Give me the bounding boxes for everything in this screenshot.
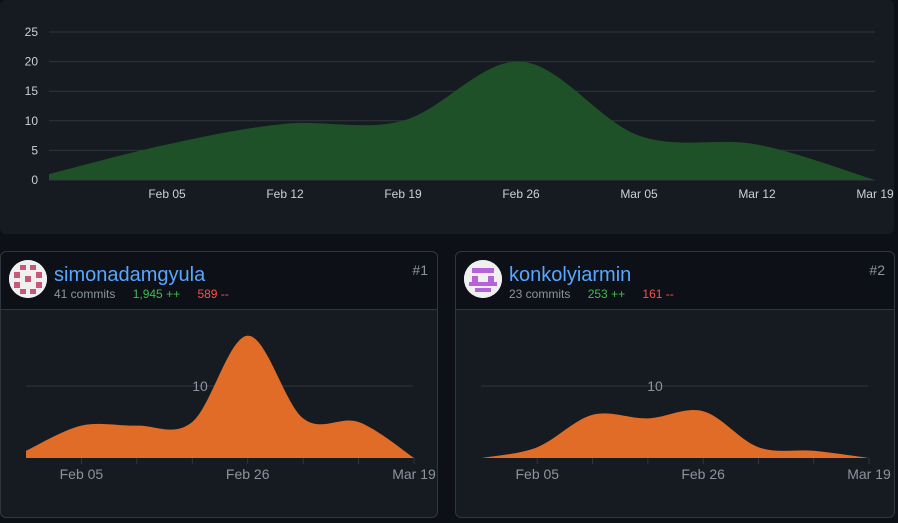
y-tick-label: 25 (25, 25, 39, 39)
y-tick-label: 0 (31, 173, 38, 187)
x-tick-label: Mar 19 (847, 466, 891, 482)
x-tick-label: Feb 05 (148, 187, 186, 201)
x-tick-label: Feb 26 (681, 466, 725, 482)
y-tick-label: 20 (25, 55, 39, 69)
x-tick-label: Feb 19 (384, 187, 422, 201)
overall-contributions-panel: 0 5 10 15 20 25 Feb 05 Feb 12 Feb 19 Feb 26 Mar 05… (0, 0, 894, 234)
x-tick-label: Feb 26 (226, 466, 270, 482)
contributor-stats: 23 commits 253 ++ 161 -- (509, 287, 674, 301)
contributor-stats: 41 commits 1,945 ++ 589 -- (54, 287, 229, 301)
deletions-count: 589 -- (197, 287, 229, 301)
y-tick-label: 10 (25, 114, 39, 128)
x-tick-label: Mar 12 (738, 187, 776, 201)
commit-count-link[interactable]: 41 commits (54, 287, 116, 301)
additions-count: 253 ++ (587, 287, 626, 301)
contributor-rank: #2 (869, 262, 885, 278)
x-tick-label: Feb 05 (515, 466, 559, 482)
contributor-username-link[interactable]: simonadamgyula (54, 264, 206, 286)
overall-commits-chart: 0 5 10 15 20 25 Feb 05 Feb 12 Feb 19 Feb 26 Mar 05… (25, 25, 894, 201)
identicon-icon (464, 260, 502, 298)
identicon-icon (9, 260, 47, 298)
contributor-card-2: konkolyiarmin 23 commits 253 ++ 161 -- #… (455, 251, 895, 518)
contributor-commits-chart: 10 Feb 05 Feb 26 Mar 19 (481, 378, 891, 482)
commit-count-link[interactable]: 23 commits (509, 287, 571, 301)
y-tick-label: 5 (31, 143, 38, 157)
x-tick-label: Feb 26 (502, 187, 540, 201)
y-tick-label: 10 (192, 378, 208, 394)
overall-area-series (49, 61, 875, 181)
y-tick-label: 15 (25, 84, 39, 98)
contributor-commits-chart: 10 Feb 05 Feb 26 Mar 19 (26, 335, 436, 482)
contributor-card-header: konkolyiarmin 23 commits 253 ++ 161 -- #… (456, 252, 894, 310)
contributor-card-1: simonadamgyula 41 commits 1,945 ++ 589 -… (0, 251, 438, 518)
y-tick-label: 10 (647, 378, 663, 394)
x-tick-label: Mar 19 (856, 187, 894, 201)
x-tick-label: Feb 05 (60, 466, 104, 482)
x-tick-label: Mar 05 (620, 187, 658, 201)
contributor-rank: #1 (412, 262, 428, 278)
contributor-card-header: simonadamgyula 41 commits 1,945 ++ 589 -… (1, 252, 437, 310)
avatar[interactable] (464, 260, 502, 298)
additions-count: 1,945 ++ (132, 287, 181, 301)
contributor-username-link[interactable]: konkolyiarmin (509, 264, 632, 286)
contributor-area-series (26, 335, 414, 458)
contributor-area-series (482, 410, 869, 458)
deletions-count: 161 -- (642, 287, 674, 301)
x-tick-label: Mar 19 (392, 466, 436, 482)
avatar[interactable] (9, 260, 47, 298)
x-tick-label: Feb 12 (266, 187, 304, 201)
